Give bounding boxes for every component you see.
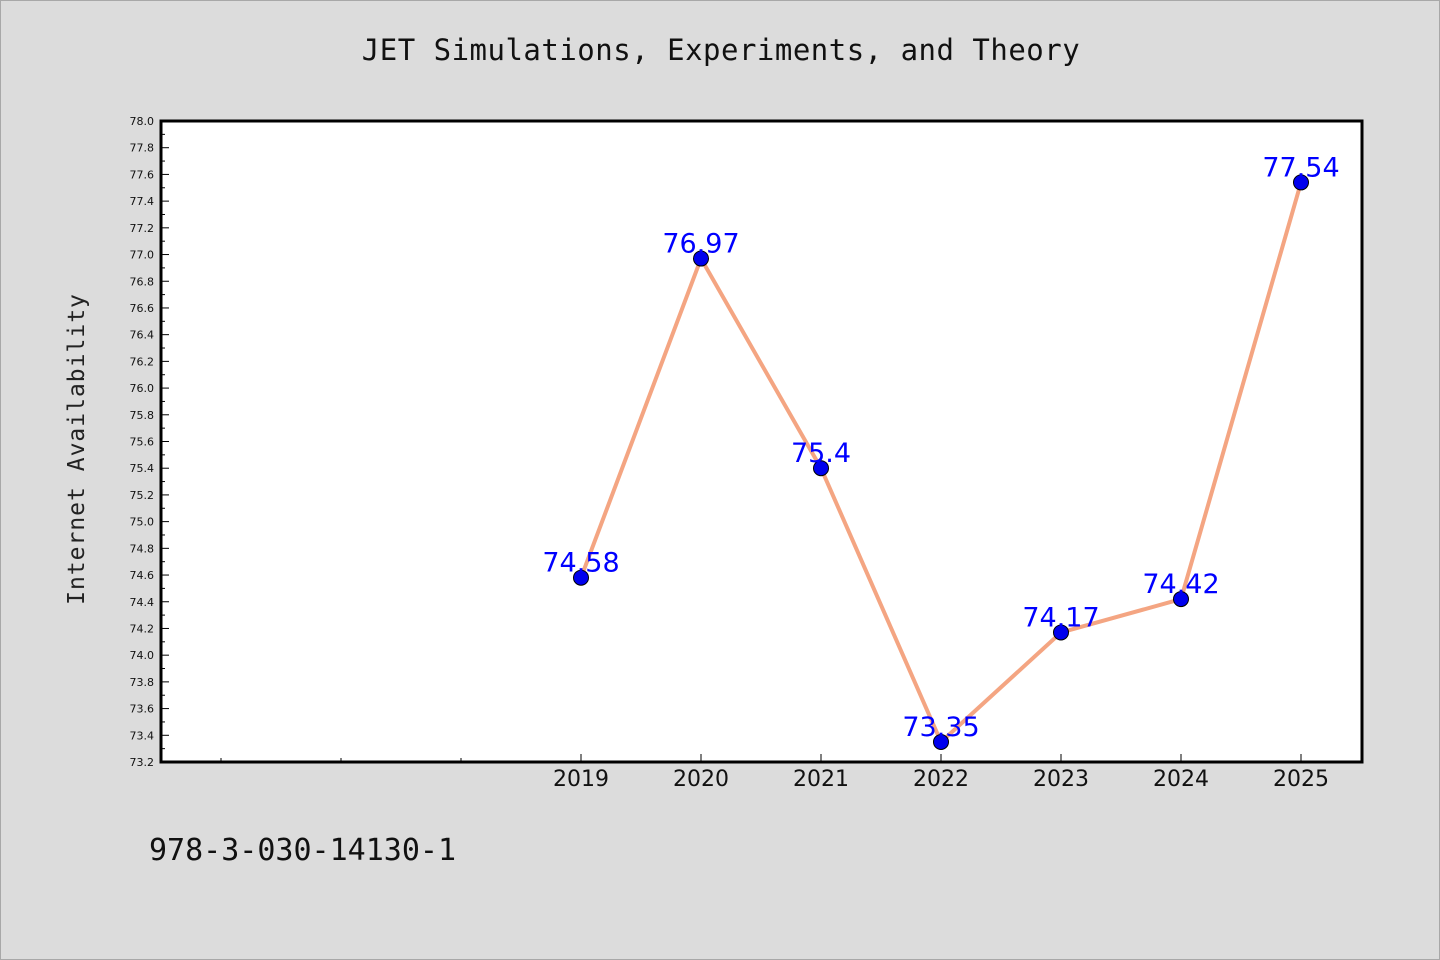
y-tick-label: 73.6	[130, 703, 155, 716]
y-tick-label: 73.8	[130, 676, 155, 689]
y-tick-label: 75.2	[130, 489, 155, 502]
y-tick-label: 75.0	[130, 516, 155, 529]
data-point-2020	[693, 250, 709, 267]
data-label-2020: 76.97	[662, 229, 739, 260]
y-tick-label: 76.0	[130, 382, 155, 395]
y-tick-label: 77.0	[130, 249, 155, 262]
y-tick-label: 76.4	[130, 329, 155, 342]
data-labels: 74.58 76.97 75.4 73.35 74.17 74.42 77.54	[542, 152, 1339, 743]
y-tick-label: 75.6	[130, 436, 155, 449]
x-tick-label: 2025	[1273, 767, 1329, 792]
data-point-2022	[933, 733, 949, 750]
x-axis: 2019 2020 2021 2022 2023 2024 2025	[220, 754, 1329, 792]
y-tick-label: 74.0	[130, 649, 155, 662]
y-tick-label: 76.6	[130, 302, 155, 315]
data-label-2025: 77.54	[1262, 152, 1339, 183]
x-tick-label: 2024	[1153, 767, 1209, 792]
y-tick-label: 74.6	[130, 569, 155, 582]
data-point-2019	[573, 569, 589, 586]
data-label-2023: 74.17	[1022, 602, 1099, 633]
series-markers	[573, 174, 1309, 750]
y-tick-label: 75.8	[130, 409, 155, 422]
y-tick-label: 74.8	[130, 542, 155, 555]
y-tick-label: 77.2	[130, 222, 155, 235]
y-axis: 73.2 73.4 73.6 73.8 74.0 74.2 74.4 74.6 74.8 75.0…	[130, 115, 169, 769]
chart-title: JET Simulations, Experiments, and Theory	[361, 33, 1081, 67]
y-tick-label: 73.4	[130, 729, 155, 742]
data-point-2024	[1173, 591, 1189, 608]
x-tick-label: 2019	[553, 767, 609, 792]
x-tick-label: 2021	[793, 767, 849, 792]
data-label-2019: 74.58	[542, 548, 619, 579]
x-tick-label: 2022	[913, 767, 969, 792]
y-tick-label: 77.6	[130, 168, 155, 181]
y-tick-label: 77.8	[130, 142, 155, 155]
x-tick-label: 2023	[1033, 767, 1089, 792]
footnote-isbn: 978-3-030-14130-1	[149, 833, 457, 868]
data-point-2021	[813, 460, 829, 477]
data-label-2021: 75.4	[791, 438, 851, 469]
plot-area	[159, 119, 1364, 764]
x-tick-label: 2020	[673, 767, 729, 792]
y-tick-label: 74.4	[130, 596, 155, 609]
data-label-2024: 74.42	[1142, 569, 1219, 600]
data-label-2022: 73.35	[902, 712, 979, 743]
y-tick-label: 76.8	[130, 275, 155, 288]
data-point-2025	[1293, 174, 1309, 191]
y-tick-label: 74.2	[130, 622, 155, 635]
y-tick-label: 77.4	[130, 195, 155, 208]
y-tick-label: 73.2	[130, 756, 155, 769]
y-tick-label: 76.2	[130, 355, 155, 368]
data-point-2023	[1053, 624, 1069, 641]
y-tick-label: 78.0	[130, 115, 155, 128]
y-tick-label: 75.4	[130, 462, 155, 475]
